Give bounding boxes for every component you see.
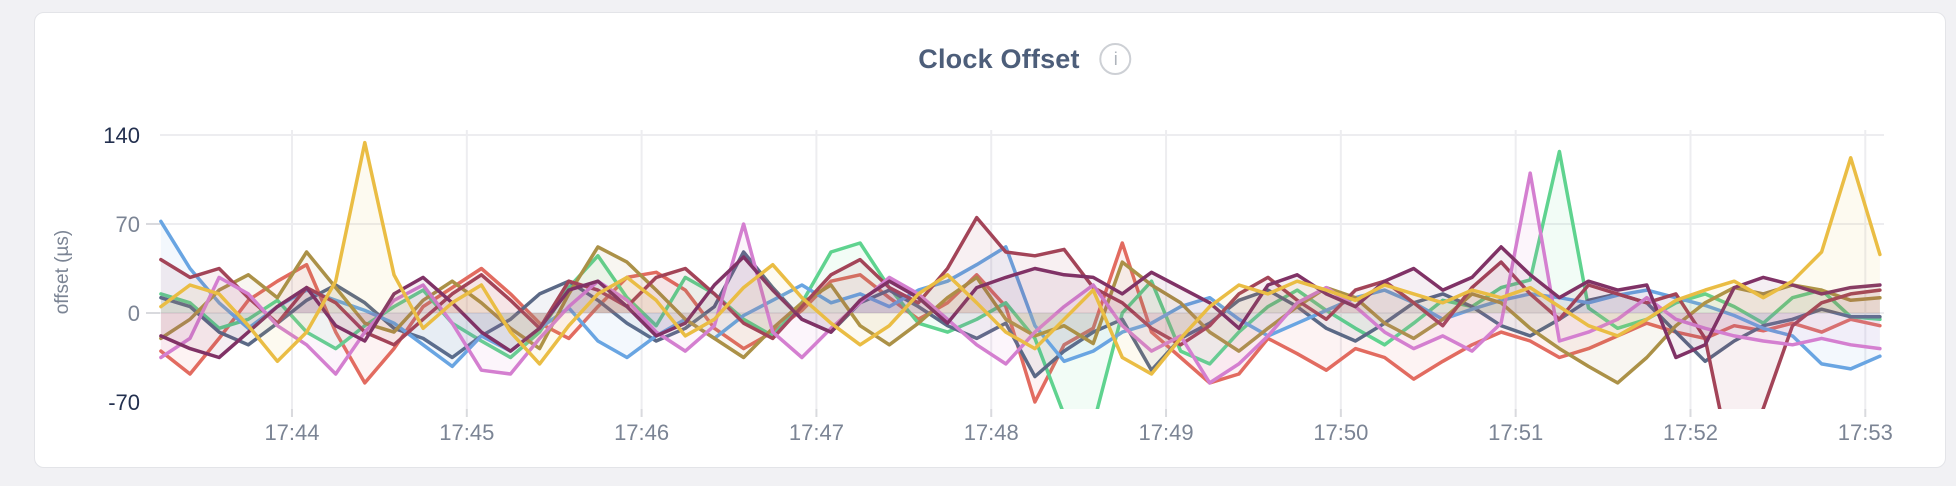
info-icon[interactable]: i — [1099, 43, 1132, 75]
series-plum — [159, 245, 1882, 360]
x-axis-labels: 17:44 17:45 17:46 17:47 17:48 17:49 17:50 17:51… — [264, 420, 1892, 445]
series-blue — [159, 219, 1882, 371]
x-tick-label: 17:49 — [1139, 420, 1194, 445]
x-tick-label: 17:45 — [439, 420, 494, 445]
series-gold — [159, 140, 1882, 376]
x-tick-label: 17:53 — [1838, 420, 1893, 445]
x-tick-label: 17:48 — [964, 420, 1019, 445]
y-axis-title: offset (µs) — [52, 230, 73, 315]
x-tick-label: 17:52 — [1663, 420, 1718, 445]
x-tick-label: 17:50 — [1313, 420, 1368, 445]
series-lines — [159, 140, 1882, 409]
series-orchid — [159, 171, 1882, 385]
chart-title: Clock Offset — [918, 43, 1080, 74]
y-tick-label: 70 — [116, 212, 140, 237]
x-tick-label: 17:46 — [614, 420, 669, 445]
y-tick-label: -70 — [108, 390, 140, 415]
plot-area[interactable] — [160, 130, 1884, 409]
x-tick-label: 17:47 — [789, 420, 844, 445]
series-olive — [159, 245, 1882, 385]
y-axis-labels: 140 70 0 -70 — [103, 123, 140, 415]
chart-card: Clock Offset i — [34, 12, 1946, 468]
x-tick-label: 17:51 — [1488, 420, 1543, 445]
chart-header: Clock Offset i — [918, 43, 1132, 75]
y-tick-label: 140 — [103, 123, 140, 148]
x-tick-label: 17:44 — [264, 420, 319, 445]
y-tick-label: 0 — [128, 301, 140, 326]
